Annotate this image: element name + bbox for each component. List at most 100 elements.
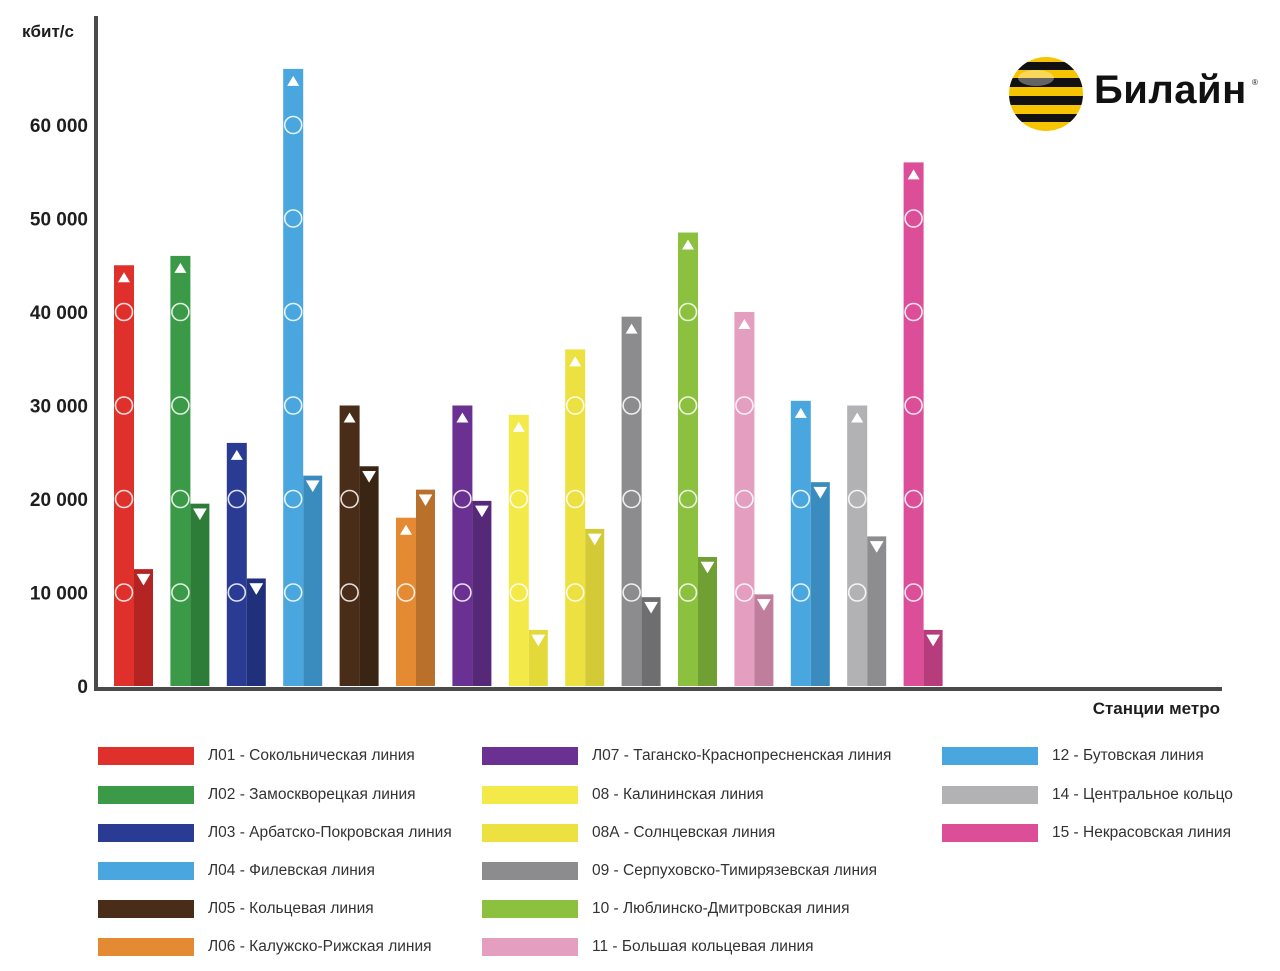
bar-circle-marker	[904, 396, 923, 415]
bar-circle-marker	[453, 583, 472, 602]
bar-group-12	[790, 400, 830, 686]
bar-circle-marker	[904, 583, 923, 602]
bar-circle-marker	[114, 302, 134, 322]
bar-circle-marker	[735, 396, 754, 415]
legend-swatch	[98, 938, 194, 956]
bar-circle-marker	[565, 396, 585, 415]
bar-secondary	[754, 594, 774, 686]
legend-swatch	[482, 938, 578, 956]
bar-circle-marker	[283, 583, 303, 602]
bar-group-09	[621, 316, 661, 686]
bar-primary	[396, 517, 416, 686]
bar-circle-marker	[171, 489, 190, 509]
bar-group-Л06	[396, 489, 435, 686]
legend-item: 12 - Бутовская линия	[942, 744, 1204, 768]
legend-swatch	[98, 747, 194, 765]
bar-circle-marker	[904, 302, 923, 322]
legend-label: 15 - Некрасовская линия	[1052, 824, 1231, 841]
bar-secondary	[867, 536, 887, 686]
legend-label: 09 - Серпуховско-Тимирязевская линия	[592, 862, 878, 879]
legend-swatch	[482, 786, 578, 804]
bar-primary	[903, 162, 924, 686]
y-tick-label: 0	[77, 677, 88, 698]
bar-secondary	[190, 503, 210, 686]
legend-swatch	[482, 824, 578, 842]
bar-circle-marker	[735, 489, 754, 509]
down-triangle-marker	[136, 573, 151, 586]
bar-secondary	[923, 629, 943, 686]
down-triangle-marker	[587, 533, 602, 546]
legend-item: 11 - Большая кольцевая линия	[482, 935, 814, 959]
bar-circle-marker	[396, 583, 416, 602]
bar-circle-marker	[678, 302, 698, 322]
bar-circle-marker	[678, 396, 698, 415]
legend-label: Л03 - Арбатско-Покровская линия	[208, 824, 452, 841]
bar-circle-marker	[283, 209, 303, 228]
legend-label: 11 - Большая кольцевая линия	[592, 938, 814, 955]
up-triangle-marker	[456, 412, 469, 423]
bar-circle-marker	[227, 489, 247, 509]
bar-primary	[790, 400, 811, 686]
up-triangle-marker	[569, 356, 582, 367]
legend-label: 08 - Калининская линия	[592, 786, 764, 803]
legend-label: Л06 - Калужско-Рижская линия	[208, 938, 432, 955]
bar-circle-marker	[114, 489, 134, 509]
bar-group-14	[847, 405, 887, 686]
legend-label: Л02 - Замоскворецкая линия	[208, 786, 416, 803]
bar-primary	[621, 316, 642, 686]
bar-chart: кбит/с 0 10 000 20 000 30 000 40 000 50 000 60…	[22, 16, 1222, 718]
bar-secondary	[134, 569, 153, 686]
bar-circle-marker	[847, 583, 867, 602]
bar-circle-marker	[340, 583, 359, 602]
down-triangle-marker	[531, 634, 546, 647]
bars	[114, 68, 943, 686]
y-tick-label: 50 000	[30, 210, 88, 231]
bar-group-Л01	[114, 265, 153, 686]
bar-secondary	[810, 482, 830, 686]
legend-label: Л07 - Таганско-Краснопресненская линия	[592, 747, 892, 764]
bar-group-10	[678, 232, 717, 686]
beeline-logo: Билайн ®	[1006, 54, 1262, 134]
bar-circle-marker	[791, 583, 811, 602]
bar-group-Л07	[452, 405, 492, 686]
logo-registered-mark: ®	[1252, 78, 1258, 87]
bar-primary	[339, 405, 360, 686]
up-triangle-marker	[343, 412, 356, 423]
up-triangle-marker	[287, 75, 300, 86]
y-tick-labels: 0 10 000 20 000 30 000 40 000 50 000 60 000	[30, 116, 88, 698]
legend-item: Л04 - Филевская линия	[98, 859, 375, 883]
up-triangle-marker	[400, 524, 412, 535]
bar-circle-marker	[678, 489, 698, 509]
down-triangle-marker	[926, 634, 941, 647]
legend-swatch	[482, 747, 578, 765]
bar-secondary	[303, 475, 323, 686]
bar-secondary	[585, 528, 605, 686]
up-triangle-marker	[625, 323, 638, 334]
legend-item: 14 - Центральное кольцо	[942, 783, 1233, 807]
legend-item: Л07 - Таганско-Краснопресненская линия	[482, 744, 891, 768]
bar-secondary	[698, 556, 717, 686]
bar-secondary	[641, 597, 661, 686]
down-triangle-marker	[869, 541, 884, 553]
bar-circle-marker	[171, 396, 190, 415]
legend-item: Л05 - Кольцевая линия	[98, 897, 374, 921]
legend-item: Л06 - Калужско-Рижская линия	[98, 935, 432, 959]
bar-group-Л05	[339, 405, 379, 686]
up-triangle-marker	[682, 239, 694, 250]
down-triangle-marker	[249, 583, 264, 595]
legend-label: Л04 - Филевская линия	[208, 862, 375, 879]
bar-primary	[678, 232, 698, 686]
bar-circle-marker	[171, 302, 190, 322]
legend-swatch	[942, 824, 1038, 842]
legend-swatch	[942, 786, 1038, 804]
y-tick-label: 40 000	[30, 303, 88, 324]
legend-item: 08 - Калининская линия	[482, 783, 764, 807]
legend-swatch	[98, 900, 194, 918]
down-triangle-marker	[474, 505, 489, 518]
y-tick-label: 10 000	[30, 584, 88, 605]
bar-circle-marker	[791, 489, 811, 509]
legend-label: 12 - Бутовская линия	[1052, 747, 1204, 764]
bar-circle-marker	[283, 489, 303, 509]
bar-circle-marker	[565, 489, 585, 509]
bar-circle-marker	[340, 489, 359, 509]
